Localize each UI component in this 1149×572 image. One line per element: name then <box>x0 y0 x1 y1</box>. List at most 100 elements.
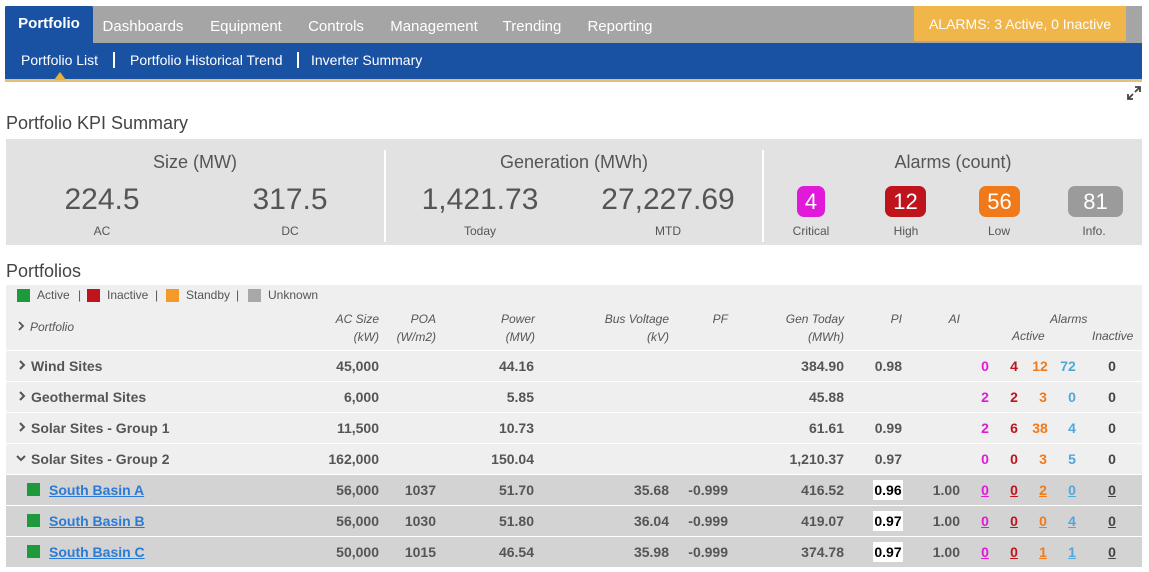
tab-dashboards[interactable]: Dashboards <box>102 18 184 35</box>
row-portfolio-name[interactable]: Solar Sites - Group 2 <box>31 451 170 467</box>
tab-management[interactable]: Management <box>390 18 478 35</box>
col-portfolio[interactable]: Portfolio <box>30 320 75 334</box>
row-alarm-high[interactable]: 4 <box>1010 358 1018 374</box>
chevron-right-icon[interactable] <box>17 321 25 331</box>
chevron-right-icon[interactable] <box>17 360 27 370</box>
row-alarm-high[interactable]: 6 <box>1010 420 1018 436</box>
kpi-generation-mtd-label: MTD <box>655 224 681 238</box>
row-alarm-info[interactable]: 1 <box>1068 544 1076 560</box>
chevron-right-icon[interactable] <box>17 391 27 401</box>
tab-portfolio[interactable]: Portfolio <box>5 6 93 43</box>
alarm-low-badge[interactable]: 56 <box>979 186 1020 217</box>
col-pf[interactable]: PF <box>712 312 728 326</box>
row-alarm-info[interactable]: 0 <box>1068 389 1076 405</box>
table-row[interactable]: Solar Sites - Group 2 162,000 150.04 1,2… <box>6 443 1142 474</box>
row-alarm-inactive[interactable]: 0 <box>1108 544 1116 560</box>
col-bus-voltage-unit: (kV) <box>647 330 669 344</box>
subnav-divider <box>297 52 299 68</box>
table-row[interactable]: Solar Sites - Group 1 11,500 10.73 61.61… <box>6 412 1142 443</box>
row-pi: 0.98 <box>874 358 902 374</box>
col-ac-size[interactable]: AC Size <box>335 312 379 326</box>
row-alarm-inactive[interactable]: 0 <box>1108 389 1116 405</box>
chevron-down-icon[interactable] <box>16 453 26 463</box>
row-alarm-inactive[interactable]: 0 <box>1108 482 1116 498</box>
row-alarm-inactive[interactable]: 0 <box>1108 420 1116 436</box>
row-poa: 1037 <box>404 482 436 498</box>
row-alarm-inactive[interactable]: 0 <box>1108 451 1116 467</box>
row-alarm-low[interactable]: 3 <box>1039 451 1047 467</box>
col-poa[interactable]: POA <box>410 312 436 326</box>
kpi-size-ac-label: AC <box>93 224 111 238</box>
expand-icon[interactable] <box>1127 86 1141 100</box>
row-alarm-critical[interactable]: 0 <box>981 513 989 529</box>
col-power-unit: (MW) <box>505 330 535 344</box>
table-header: Portfolio AC Size (kW) POA (W/m2) Power … <box>6 304 1142 350</box>
kpi-generation-mtd: 27,227.69 <box>601 183 735 216</box>
active-subtab-indicator <box>54 72 66 80</box>
site-link[interactable]: South Basin C <box>49 544 145 560</box>
row-portfolio-name[interactable]: Solar Sites - Group 1 <box>31 420 170 436</box>
row-alarm-critical[interactable]: 0 <box>981 482 989 498</box>
row-alarm-high[interactable]: 0 <box>1010 513 1018 529</box>
alarm-info-badge[interactable]: 81 <box>1068 186 1123 217</box>
table-row[interactable]: Geothermal Sites 6,000 5.85 45.88 2 2 3 … <box>6 381 1142 412</box>
kpi-generation-heading: Generation (MWh) <box>499 152 649 172</box>
row-alarm-info[interactable]: 5 <box>1068 451 1076 467</box>
row-gen-today: 45.88 <box>808 389 844 405</box>
row-ai: 1.00 <box>932 544 960 560</box>
row-alarm-info[interactable]: 4 <box>1068 420 1076 436</box>
tab-trending[interactable]: Trending <box>502 18 562 35</box>
row-alarm-low[interactable]: 38 <box>1032 420 1048 436</box>
row-alarm-critical[interactable]: 0 <box>981 358 989 374</box>
tab-reporting[interactable]: Reporting <box>587 18 653 35</box>
subnav-divider <box>113 52 115 68</box>
row-alarm-critical[interactable]: 0 <box>981 544 989 560</box>
row-alarm-critical[interactable]: 2 <box>981 389 989 405</box>
row-alarm-high[interactable]: 2 <box>1010 389 1018 405</box>
row-alarm-high[interactable]: 0 <box>1010 451 1018 467</box>
tab-controls[interactable]: Controls <box>308 18 364 35</box>
row-alarm-info[interactable]: 72 <box>1060 358 1076 374</box>
row-alarm-info[interactable]: 0 <box>1068 482 1076 498</box>
col-alarms-active[interactable]: Active <box>1012 329 1045 343</box>
row-alarm-high[interactable]: 0 <box>1010 482 1018 498</box>
row-alarm-critical[interactable]: 2 <box>981 420 989 436</box>
kpi-size-heading: Size (MW) <box>153 152 237 172</box>
table-row[interactable]: South Basin B 56,000 1030 51.80 36.04 -0… <box>6 505 1142 536</box>
col-alarms-inactive[interactable]: Inactive <box>1092 329 1134 343</box>
col-gen-today[interactable]: Gen Today <box>785 312 844 326</box>
chevron-right-icon[interactable] <box>17 422 27 432</box>
table-row[interactable]: South Basin A 56,000 1037 51.70 35.68 -0… <box>6 474 1142 505</box>
row-alarm-low[interactable]: 2 <box>1039 482 1047 498</box>
row-alarm-info[interactable]: 4 <box>1068 513 1076 529</box>
row-alarm-low[interactable]: 0 <box>1039 513 1047 529</box>
site-link[interactable]: South Basin B <box>49 513 145 529</box>
subtab-portfolio-list[interactable]: Portfolio List <box>21 52 99 68</box>
table-row[interactable]: South Basin C 50,000 1015 46.54 35.98 -0… <box>6 536 1142 567</box>
alarm-high-badge[interactable]: 12 <box>885 186 926 217</box>
row-portfolio-name[interactable]: Wind Sites <box>31 358 103 374</box>
col-power[interactable]: Power <box>500 312 535 326</box>
legend-standby-label: Standby <box>186 288 231 302</box>
row-alarm-low[interactable]: 12 <box>1032 358 1048 374</box>
alarm-critical-badge[interactable]: 4 <box>797 186 825 217</box>
subtab-portfolio-historical-trend[interactable]: Portfolio Historical Trend <box>130 52 283 68</box>
col-pi[interactable]: PI <box>890 312 902 326</box>
site-link[interactable]: South Basin A <box>49 482 145 498</box>
row-alarm-inactive[interactable]: 0 <box>1108 358 1116 374</box>
col-bus-voltage[interactable]: Bus Voltage <box>604 312 669 326</box>
row-alarm-critical[interactable]: 0 <box>981 451 989 467</box>
row-alarm-high[interactable]: 0 <box>1010 544 1018 560</box>
row-alarm-low[interactable]: 3 <box>1039 389 1047 405</box>
kpi-size-ac: 224.5 <box>64 183 140 216</box>
row-portfolio-name[interactable]: Geothermal Sites <box>31 389 147 405</box>
kpi-summary-title: Portfolio KPI Summary <box>6 113 189 133</box>
table-row[interactable]: Wind Sites 45,000 44.16 384.90 0.98 0 4 … <box>6 350 1142 381</box>
tab-equipment[interactable]: Equipment <box>210 18 282 35</box>
alarm-banner[interactable]: ALARMS: 3 Active, 0 Inactive <box>914 6 1126 41</box>
kpi-generation-today: 1,421.73 <box>421 183 539 216</box>
subtab-inverter-summary[interactable]: Inverter Summary <box>311 52 423 68</box>
col-ai[interactable]: AI <box>948 312 960 326</box>
row-alarm-low[interactable]: 1 <box>1039 544 1047 560</box>
row-alarm-inactive[interactable]: 0 <box>1108 513 1116 529</box>
